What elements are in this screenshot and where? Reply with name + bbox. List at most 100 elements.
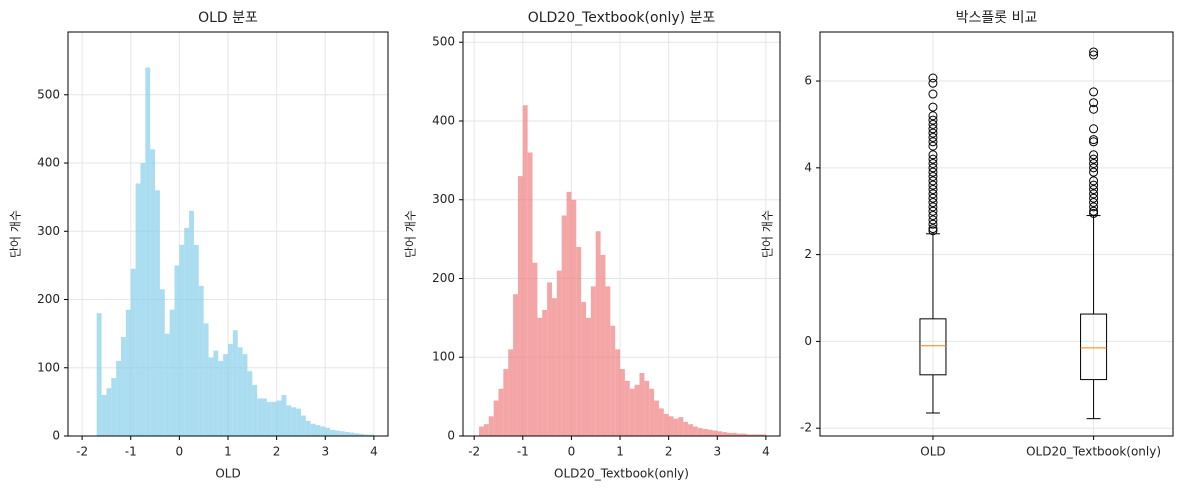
bar xyxy=(189,210,194,436)
outlier xyxy=(1089,104,1099,114)
y-axis-label: 단어 개수 xyxy=(404,210,418,258)
bar xyxy=(296,408,301,436)
bar xyxy=(761,434,766,436)
box xyxy=(1080,313,1108,381)
bar xyxy=(493,400,499,436)
bar xyxy=(334,430,340,436)
bar xyxy=(498,388,504,436)
bar xyxy=(517,176,523,437)
bar xyxy=(252,384,258,436)
bar xyxy=(135,183,141,436)
axes-frame xyxy=(462,31,781,437)
bar xyxy=(276,400,282,436)
bar xyxy=(532,262,538,436)
bar xyxy=(571,199,577,436)
bar xyxy=(673,418,679,436)
bar xyxy=(344,431,350,436)
y-tick-label: 0 xyxy=(447,429,455,443)
bar xyxy=(522,105,528,436)
bar xyxy=(751,434,757,436)
bar xyxy=(503,369,509,436)
bar xyxy=(237,347,243,436)
x-tick-label: 2 xyxy=(665,445,673,459)
bar xyxy=(736,433,742,436)
outlier xyxy=(928,226,938,236)
bar xyxy=(663,413,669,436)
outlier xyxy=(928,189,938,199)
y-tick-label: 6 xyxy=(804,74,812,88)
bar xyxy=(527,152,533,437)
bar xyxy=(746,434,752,436)
bar xyxy=(325,427,331,436)
outlier xyxy=(928,180,938,190)
y-tick-label: 400 xyxy=(37,156,60,170)
outlier xyxy=(928,163,938,173)
bar xyxy=(639,372,645,436)
bar xyxy=(193,244,199,436)
outlier xyxy=(1089,167,1099,177)
bar xyxy=(130,268,136,436)
outlier xyxy=(928,158,938,168)
x-tick-label: 2 xyxy=(273,445,281,459)
y-tick-label: -2 xyxy=(800,421,812,435)
y-tick-label: 500 xyxy=(432,35,455,49)
x-tick-label: 0 xyxy=(568,445,576,459)
bar xyxy=(483,424,489,436)
x-tick-label: 0 xyxy=(176,445,184,459)
bar xyxy=(595,231,601,436)
outlier xyxy=(1089,163,1099,173)
bar xyxy=(228,343,233,436)
bar xyxy=(692,426,698,436)
x-tick-label: 3 xyxy=(713,445,721,459)
bar xyxy=(561,215,567,436)
bar xyxy=(629,388,635,436)
outlier xyxy=(928,172,938,182)
outlier xyxy=(1089,198,1099,208)
bar xyxy=(169,309,175,436)
bar xyxy=(106,388,112,436)
y-tick-label: 4 xyxy=(804,160,812,174)
outlier xyxy=(928,167,938,177)
x-tick-label: -2 xyxy=(76,445,88,459)
x-axis-label: OLD xyxy=(215,467,240,481)
bar xyxy=(155,190,160,436)
bar xyxy=(581,302,587,436)
bar xyxy=(513,294,518,436)
bar xyxy=(291,407,297,436)
bar xyxy=(247,371,253,436)
bar xyxy=(203,323,209,436)
outlier xyxy=(928,224,938,234)
outlier xyxy=(928,78,938,88)
bar xyxy=(300,415,306,436)
outlier xyxy=(1089,50,1099,60)
bar xyxy=(741,433,747,436)
bar xyxy=(349,432,355,436)
bar xyxy=(242,354,248,436)
bar xyxy=(310,423,316,436)
bar xyxy=(150,149,156,437)
subplot-title: OLD 분포 xyxy=(198,10,258,26)
bar xyxy=(339,431,345,436)
y-tick-label: 400 xyxy=(432,113,455,127)
outlier xyxy=(928,115,938,125)
bar xyxy=(537,317,543,436)
bar xyxy=(218,360,224,436)
bar xyxy=(707,429,713,436)
bar xyxy=(683,421,689,436)
bar xyxy=(731,432,737,436)
outlier xyxy=(928,132,938,142)
outlier xyxy=(1089,98,1099,108)
y-tick-label: 300 xyxy=(37,224,60,238)
bar xyxy=(262,398,267,436)
bar xyxy=(364,434,370,436)
outlier xyxy=(928,102,938,112)
bar xyxy=(722,432,728,436)
bar xyxy=(576,246,582,436)
y-tick-label: 300 xyxy=(432,192,455,206)
bar xyxy=(508,349,514,436)
y-tick-label: 0 xyxy=(52,429,60,443)
bar xyxy=(727,432,732,436)
y-axis-label: 단어 개수 xyxy=(9,210,23,258)
outlier xyxy=(928,202,938,212)
